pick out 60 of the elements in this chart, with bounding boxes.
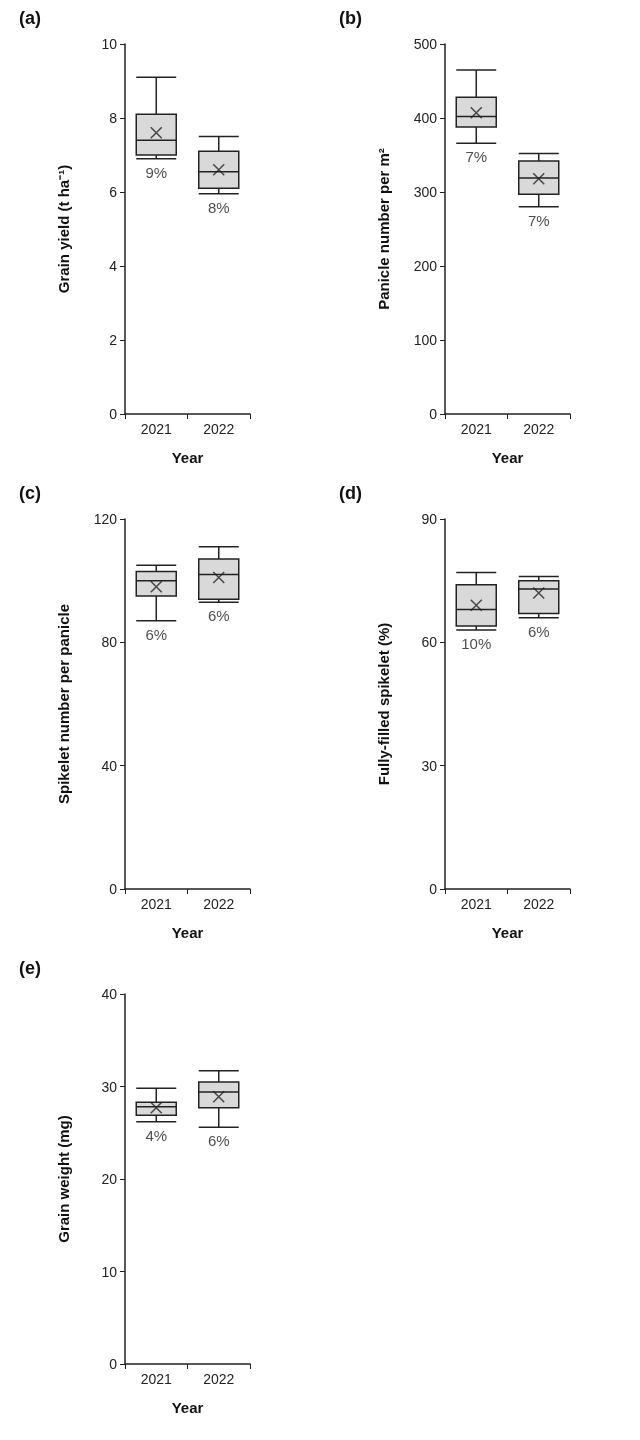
x-tick-label: 2021 [140,1371,173,1387]
annotation: 10% [461,635,492,652]
y-tick-label: 100 [413,332,438,348]
annotation: 6% [207,607,230,625]
x-tick-label: 2022 [523,421,555,437]
y-tick-label: 0 [109,1356,118,1372]
y-tick-label: 0 [429,406,438,422]
x-tick-label: 2022 [523,896,555,912]
x-tick-label: 2022 [203,421,235,437]
x-tick-label: 2021 [460,896,493,912]
x-axis-title: Year [171,449,204,466]
y-tick-label: 40 [101,986,118,1002]
y-tick-label: 4 [109,258,118,274]
y-tick-label: 60 [421,634,438,651]
y-tick-label: 80 [101,634,118,651]
y-tick-label: 40 [101,757,118,774]
y-tick-label: 0 [109,881,118,897]
y-tick-label: 300 [413,184,438,200]
chart-title: (b) [339,8,362,28]
y-tick-label: 120 [93,511,118,527]
y-tick-label: 400 [413,110,438,126]
y-tick-label: 200 [413,258,438,274]
annotation: 6% [207,1132,230,1150]
y-tick-label: 500 [413,36,438,52]
annotation: 6% [145,625,168,643]
x-axis-title: Year [171,1399,204,1416]
y-tick-label: 0 [109,406,118,422]
annotation: 8% [207,198,230,216]
y-tick-label: 30 [101,1078,118,1095]
x-tick-label: 2021 [140,421,173,437]
x-axis-title: Year [491,924,524,941]
chart-title: (d) [339,483,362,503]
x-axis-title: Year [171,924,204,941]
x-axis-title: Year [491,449,524,466]
x-tick-label: 2021 [460,421,493,437]
annotation: 9% [145,163,168,181]
y-tick-label: 0 [429,881,438,897]
y-tick-label: 8 [109,110,118,126]
y-axis-title: Spikelet number per panicle [55,603,72,805]
y-axis-title: Grain yield (t ha⁻¹) [55,164,72,294]
annotation: 6% [527,622,550,640]
y-tick-label: 90 [421,511,438,527]
y-axis-title: Panicle number per m² [375,148,392,310]
y-tick-label: 6 [109,184,118,200]
x-tick-label: 2022 [203,1371,235,1387]
y-axis-title: Fully-filled spikelet (%) [375,622,392,786]
y-tick-label: 30 [421,757,438,774]
chart-title: (e) [19,958,41,978]
y-tick-label: 20 [101,1171,118,1187]
chart-title: (a) [19,8,41,28]
x-tick-label: 2022 [203,896,235,912]
y-axis-title: Grain weight (mg) [55,1115,72,1243]
y-tick-label: 10 [101,36,118,52]
annotation: 7% [465,148,488,166]
y-tick-label: 10 [101,1263,118,1280]
chart-title: (c) [19,483,41,503]
annotation: 4% [145,1126,168,1144]
y-tick-label: 2 [109,332,118,348]
x-tick-label: 2021 [140,896,173,912]
annotation: 7% [527,211,550,229]
